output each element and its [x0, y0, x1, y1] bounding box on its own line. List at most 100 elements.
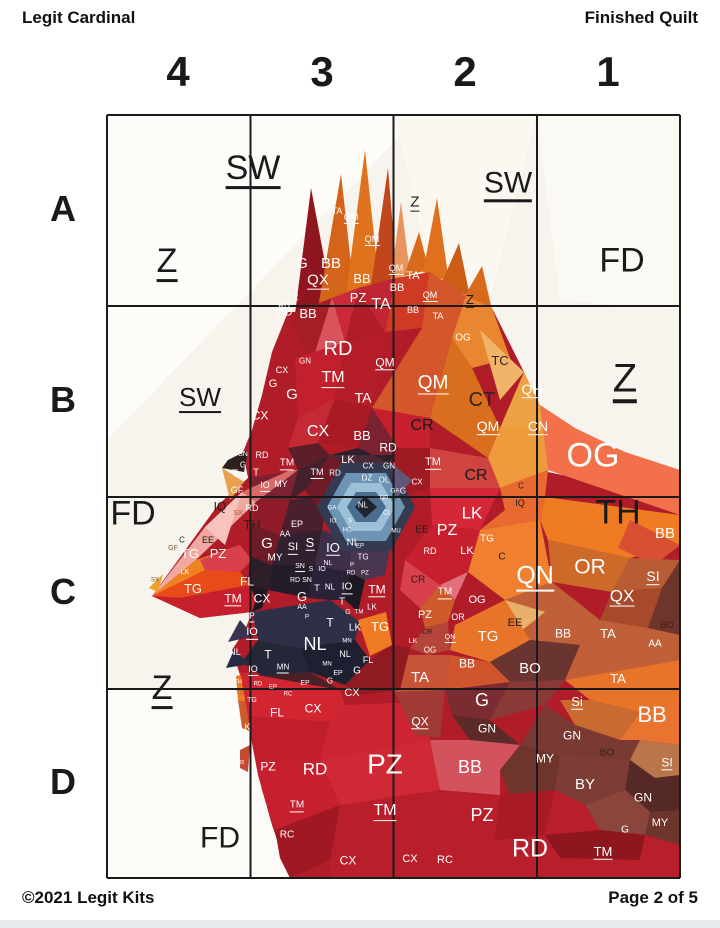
- quilt-piece: [295, 342, 345, 418]
- quilt-piece: [332, 288, 358, 342]
- quilt-piece: [391, 463, 412, 500]
- quilt-piece: [420, 585, 455, 628]
- quilt-piece: [430, 338, 500, 458]
- quilt-piece: [630, 740, 680, 778]
- quilt-piece: [330, 448, 395, 462]
- quilt-piece: [358, 612, 392, 656]
- quilt-piece: [545, 830, 645, 860]
- quilt-piece: [272, 530, 322, 565]
- quilt-piece: [565, 660, 680, 712]
- quilt-piece: [555, 755, 630, 805]
- quilt-piece: [152, 585, 256, 618]
- quilt-piece: [149, 574, 163, 592]
- quilt-piece: [430, 448, 500, 488]
- quilt-piece: [452, 715, 520, 745]
- quilt-piece: [242, 470, 298, 502]
- quilt-piece: [410, 622, 450, 655]
- quilt-piece: [440, 572, 468, 600]
- quilt-piece: [318, 398, 372, 448]
- quilt-piece: [612, 558, 680, 592]
- quilt-piece: [240, 745, 250, 772]
- quilt-piece: [288, 443, 330, 470]
- column-header-4: 4: [166, 48, 190, 95]
- quilt-piece: [560, 700, 640, 740]
- quilt-piece: [423, 198, 449, 282]
- quilt-piece: [288, 298, 332, 362]
- quilt-piece: [300, 640, 370, 685]
- quilt-piece: [345, 288, 385, 342]
- quilt-piece: [252, 500, 290, 535]
- quilt-piece: [548, 540, 630, 592]
- quilt-piece: [222, 450, 248, 472]
- quilt-piece: [248, 716, 330, 762]
- quilt-piece: [500, 372, 545, 428]
- quilt-piece: [430, 488, 500, 530]
- quilt-piece: [405, 525, 480, 585]
- quilt-piece: [275, 805, 340, 878]
- quilt-piece: [252, 600, 360, 648]
- quilt-piece: [152, 570, 250, 598]
- quilt-piece: [290, 455, 330, 500]
- quilt-piece: [371, 168, 397, 286]
- quilt-piece: [645, 810, 680, 845]
- quilt-piece: [400, 560, 440, 608]
- quilt-piece: [256, 760, 340, 830]
- quilt-piece: [500, 745, 560, 795]
- quilt-piece: [250, 525, 280, 565]
- quilt-piece: [450, 600, 530, 662]
- page-number: Page 2 of 5: [608, 888, 698, 907]
- quilt-piece: [355, 496, 377, 518]
- quilt-piece: [537, 115, 680, 310]
- quilt-piece: [540, 405, 680, 515]
- quilt-piece: [488, 428, 548, 488]
- quilt-piece: [620, 700, 680, 745]
- quilt-piece: [222, 468, 244, 500]
- quilt-piece: [404, 232, 429, 276]
- quilt-piece: [330, 790, 440, 878]
- quilt-piece: [107, 690, 287, 878]
- quilt-piece: [385, 272, 430, 332]
- quilt-piece: [445, 682, 510, 720]
- quilt-piece: [335, 332, 385, 408]
- quilt-piece: [228, 620, 254, 642]
- bottom-strip: [0, 920, 720, 928]
- row-header-B: B: [50, 379, 76, 420]
- quilt-piece: [468, 520, 552, 600]
- quilt-piece: [391, 202, 410, 280]
- row-header-D: D: [50, 761, 76, 802]
- quilt-piece: [520, 705, 640, 760]
- quilt-piece: [226, 650, 250, 668]
- page-subtitle: Finished Quilt: [584, 8, 698, 27]
- page-title: Legit Cardinal: [22, 8, 136, 27]
- quilt-piece: [345, 572, 365, 612]
- quilt-piece: [372, 328, 452, 418]
- quilt-piece: [288, 398, 335, 448]
- quilt-piece: [490, 640, 580, 682]
- quilt-piece: [618, 520, 680, 565]
- copyright-text: ©2021 Legit Kits: [22, 888, 155, 907]
- quilt-piece: [308, 565, 350, 600]
- quilt-piece: [505, 582, 600, 645]
- quilt-piece: [268, 565, 315, 598]
- quilt-piece: [372, 408, 430, 448]
- quilt-piece: [305, 455, 341, 507]
- quilt-piece: [480, 330, 524, 400]
- column-header-2: 2: [453, 48, 477, 95]
- quilt-piece: [480, 470, 548, 530]
- column-header-3: 3: [310, 48, 334, 95]
- quilt-piece: [441, 243, 470, 297]
- quilt-piece: [318, 174, 354, 308]
- quilt-piece: [600, 588, 662, 628]
- quilt-piece: [200, 545, 252, 572]
- quilt-piece: [320, 740, 440, 805]
- quilt-piece: [248, 556, 272, 590]
- quilt-piece: [242, 640, 310, 676]
- row-header-C: C: [50, 571, 76, 612]
- quilt-piece: [648, 560, 680, 635]
- quilt-piece: [358, 408, 398, 462]
- quilt-piece: [445, 655, 510, 690]
- quilt-piece: [205, 492, 242, 545]
- quilt-piece: [585, 790, 650, 835]
